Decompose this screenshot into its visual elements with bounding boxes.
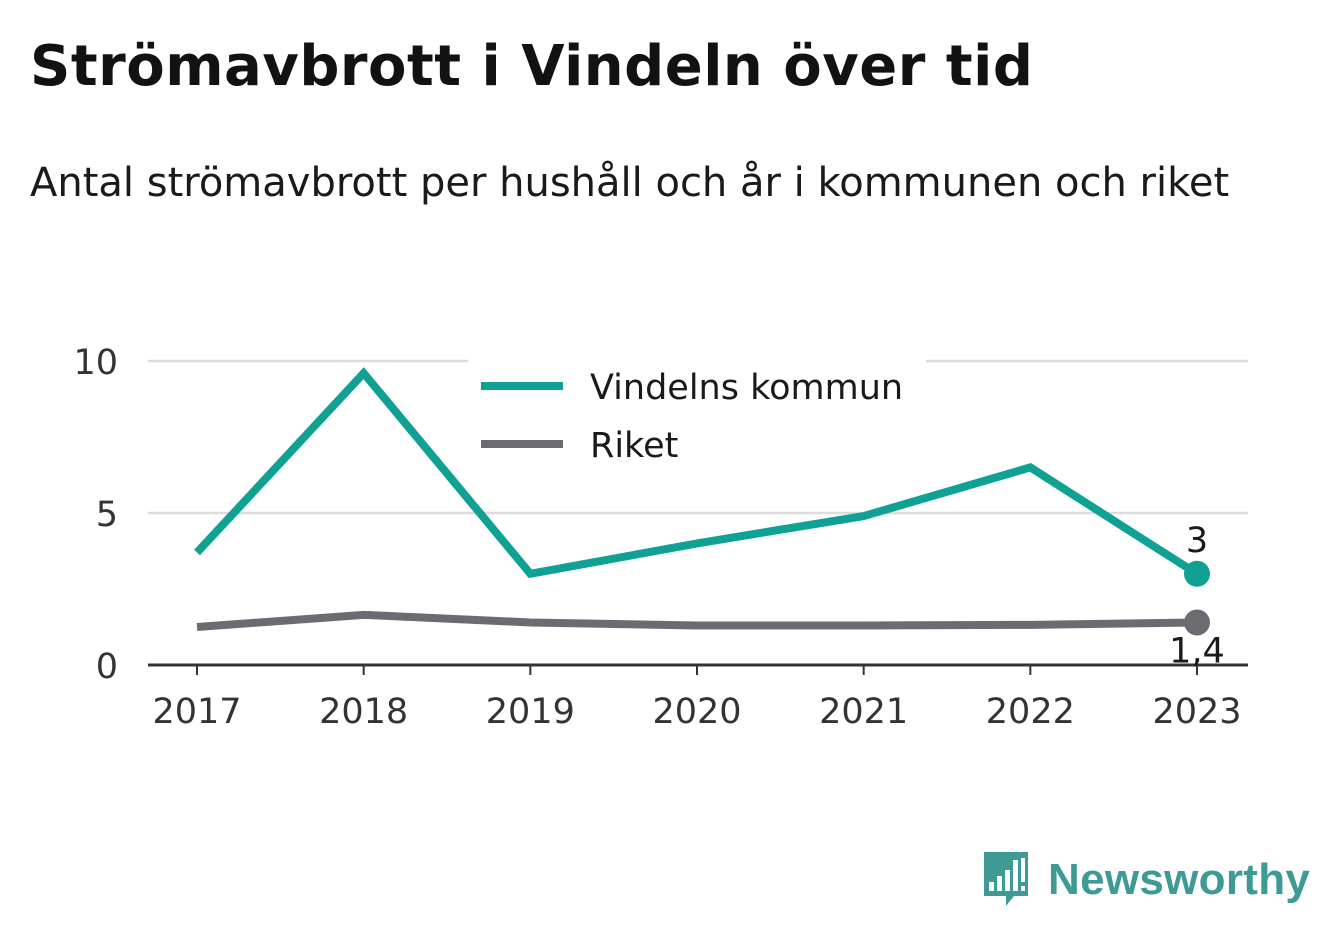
x-tick-label: 2022 [986,692,1075,732]
series-line-riket [196,610,1198,631]
newsworthy-bar-chart-icon [984,852,1028,906]
x-tick-label: 2018 [319,692,408,732]
x-tick-label: 2017 [152,692,241,732]
logo-text: Newsworthy [1048,855,1311,904]
series-end-point [1184,560,1210,587]
legend-background [468,355,926,475]
end-value-label: 1,4 [1169,631,1225,671]
series-line-vindelns-kommun [194,367,1200,579]
newsworthy-logo: Newsworthy [980,848,1310,912]
x-tick-label: 2019 [486,692,575,732]
y-tick-label: 10 [73,343,118,383]
legend-label: Riket [590,426,678,466]
chart-subtitle: Antal strömavbrott per hushåll och år i … [30,160,1230,206]
end-value-label: 3 [1186,521,1208,561]
x-tick-label: 2020 [652,692,741,732]
legend-label: Vindelns kommun [590,368,903,408]
y-tick-label: 5 [96,495,118,535]
series-end-point [1184,609,1210,636]
y-tick-label: 0 [96,647,118,687]
chart-title: Strömavbrott i Vindeln över tid [30,34,1034,99]
x-tick-label: 2023 [1152,692,1241,732]
x-tick-label: 2021 [819,692,908,732]
line-chart: 0 5 10 2017 2018 2019 2020 2021 2022 2023 3 1,4 Vind… [73,343,1248,732]
